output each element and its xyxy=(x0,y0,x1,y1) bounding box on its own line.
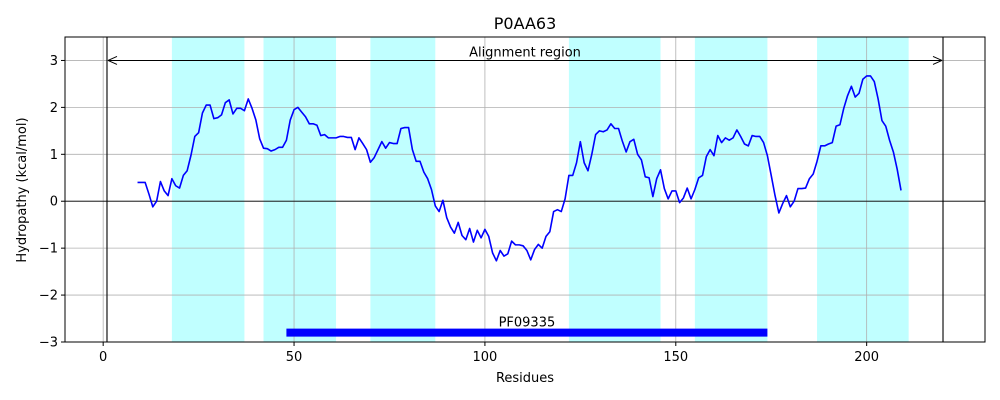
alignment-arrow-left-head xyxy=(107,56,118,65)
domain-bar xyxy=(286,328,768,337)
x-tick-label: 0 xyxy=(99,350,107,365)
tm-region-5 xyxy=(694,37,768,342)
tm-region-1 xyxy=(171,37,245,342)
y-tick-label: 1 xyxy=(50,148,58,163)
domain-label: PF09335 xyxy=(499,316,556,331)
y-tick-label: 2 xyxy=(50,101,58,116)
y-tick-label: −3 xyxy=(39,336,58,351)
x-tick-label: 200 xyxy=(854,350,879,365)
y-tick-label: 0 xyxy=(50,195,58,210)
x-tick-label: 100 xyxy=(473,350,498,365)
reference-lines xyxy=(65,37,985,342)
y-tick-label: −1 xyxy=(39,242,58,257)
alignment-arrow-right-head xyxy=(932,56,943,65)
tm-region-3 xyxy=(370,37,436,342)
x-tick-label: 50 xyxy=(286,350,303,365)
alignment-region-label: Alignment region xyxy=(469,45,581,60)
y-tick-label: −2 xyxy=(39,289,58,304)
tm-highlight-regions xyxy=(171,37,909,342)
y-axis-label: Hydropathy (kcal/mol) xyxy=(15,117,30,262)
chart-title: P0AA63 xyxy=(494,14,557,33)
tm-region-6 xyxy=(817,37,909,342)
tm-region-2 xyxy=(263,37,337,342)
annotations: Alignment region PF09335 xyxy=(107,45,943,337)
series-line-hydropathy xyxy=(137,75,902,262)
series-layer xyxy=(137,75,902,262)
tm-region-4 xyxy=(568,37,661,342)
y-tick-label: 3 xyxy=(50,54,58,69)
x-tick-label: 150 xyxy=(663,350,688,365)
axes: 0 50 100 150 200 −3 −2 −1 0 1 2 3 xyxy=(39,36,986,365)
x-axis-label: Residues xyxy=(496,371,554,386)
plot-frame xyxy=(64,36,986,343)
